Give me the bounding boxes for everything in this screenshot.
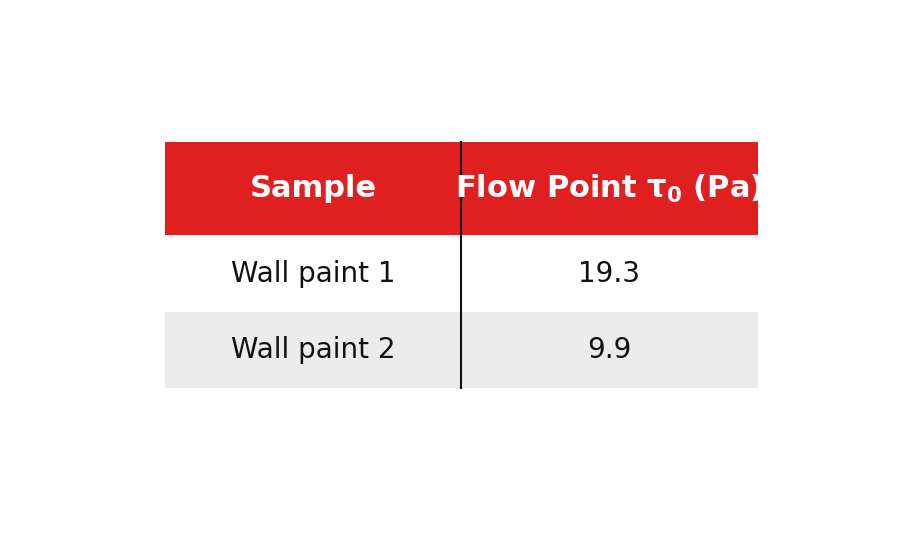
Bar [165,142,758,235]
Text: Flow Point $\mathbf{\tau_0}$ (Pa): Flow Point $\mathbf{\tau_0}$ (Pa) [455,173,763,205]
Bar [165,312,758,388]
Text: Wall paint 1: Wall paint 1 [230,260,395,288]
Text: Wall paint 2: Wall paint 2 [230,336,395,364]
Text: Sample: Sample [249,174,376,204]
Text: 19.3: 19.3 [579,260,641,288]
Bar [165,235,758,312]
Text: 9.9: 9.9 [588,336,632,364]
